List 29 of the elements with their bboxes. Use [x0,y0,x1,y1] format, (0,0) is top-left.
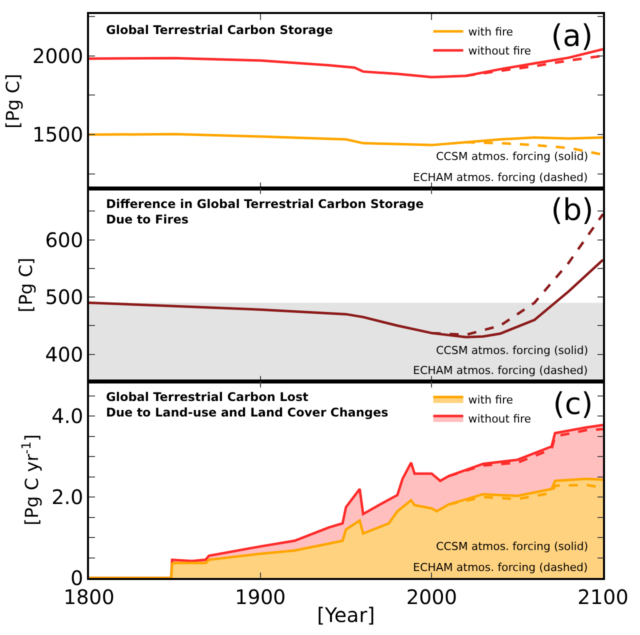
legend-label: with fire [468,393,514,406]
y-tick-label: 2.0 [51,485,84,510]
y-tick-label: 4.0 [51,404,84,428]
y-tick-label: 600 [45,228,84,252]
x-tick-label: 1900 [234,584,286,609]
text: Global Terrestrial Carbon Storage [106,23,333,37]
x-axis-title: [Year] [317,602,375,627]
annotation: (b) [551,193,594,228]
text: Global Terrestrial Carbon Lost Due to Land-use and Land Cover Changes [106,390,388,420]
y-axis-title: [Pg C] [16,258,37,312]
annotation: CCSM atmos. forcing (solid) [436,344,588,357]
text: Difference in Global Terrestrial Carbon Storage Due to Fires [106,197,424,227]
annotation: ECHAM atmos. forcing (dashed) [413,171,588,184]
legend-label: without fire [468,412,532,426]
y-tick-label: 1500 [32,122,84,147]
legend-label: with fire [468,26,514,39]
annotation: (c) [553,387,593,422]
annotation: (a) [551,19,593,54]
annotation: ECHAM atmos. forcing (dashed) [413,561,588,574]
legend-label: without fire [468,44,532,58]
annotation: CCSM atmos. forcing (solid) [436,540,588,553]
x-tick-label: 2000 [406,584,458,609]
y-tick-label: 400 [45,342,84,366]
y-axis-title: [Pg C] [3,74,24,128]
annotation: ECHAM atmos. forcing (dashed) [413,364,588,377]
y-tick-label: 500 [45,285,84,310]
annotation: CCSM atmos. forcing (solid) [436,150,588,163]
x-tick-label: 2100 [578,584,628,609]
y-tick-label: 2000 [32,44,84,68]
